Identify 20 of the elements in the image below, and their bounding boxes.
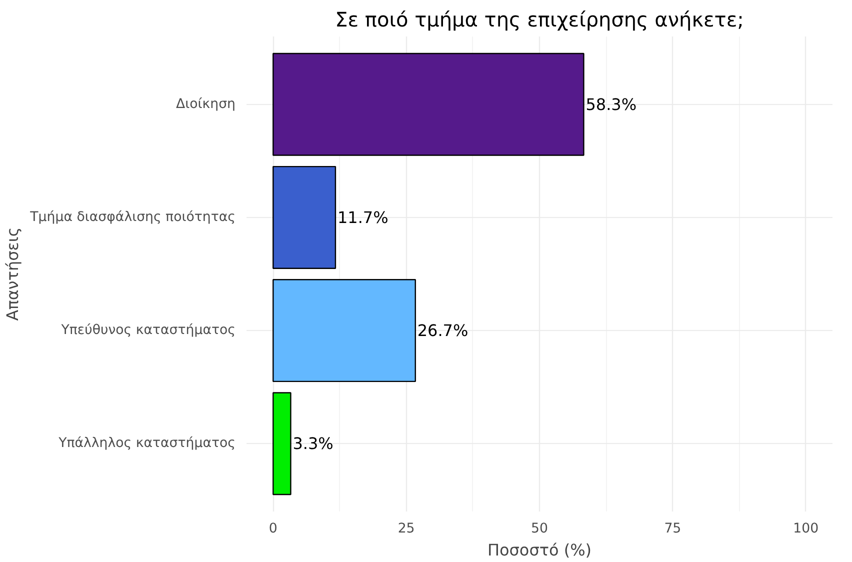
data-label: 26.7% xyxy=(417,321,468,340)
y-tick-label: Διοίκηση xyxy=(176,96,236,112)
x-tick-label: 50 xyxy=(531,522,548,536)
y-tick-label: Υπάλληλος καταστήματος xyxy=(58,436,236,452)
y-tick-label: Υπεύθυνος καταστήματος xyxy=(60,323,236,338)
data-label: 11.7% xyxy=(337,208,388,227)
bar xyxy=(272,392,292,496)
y-tick-label: Τμήμα διασφάλισης ποιότητας xyxy=(29,210,236,225)
x-tick-label: 25 xyxy=(398,522,415,536)
bar xyxy=(272,52,584,156)
x-axis-title: Ποσοστό (%) xyxy=(487,540,592,560)
x-tick-label: 75 xyxy=(664,522,682,536)
bar xyxy=(272,279,416,382)
x-tick-label: 0 xyxy=(268,522,278,536)
x-tick-label: 100 xyxy=(793,522,819,536)
y-axis-title: Απαντήσεις xyxy=(3,227,22,321)
data-label: 58.3% xyxy=(586,94,637,114)
bar xyxy=(272,166,336,269)
chart-title: Σε ποιό τμήμα της επιχείρησης ανήκετε; xyxy=(335,8,744,32)
data-label: 3.3% xyxy=(292,434,334,454)
